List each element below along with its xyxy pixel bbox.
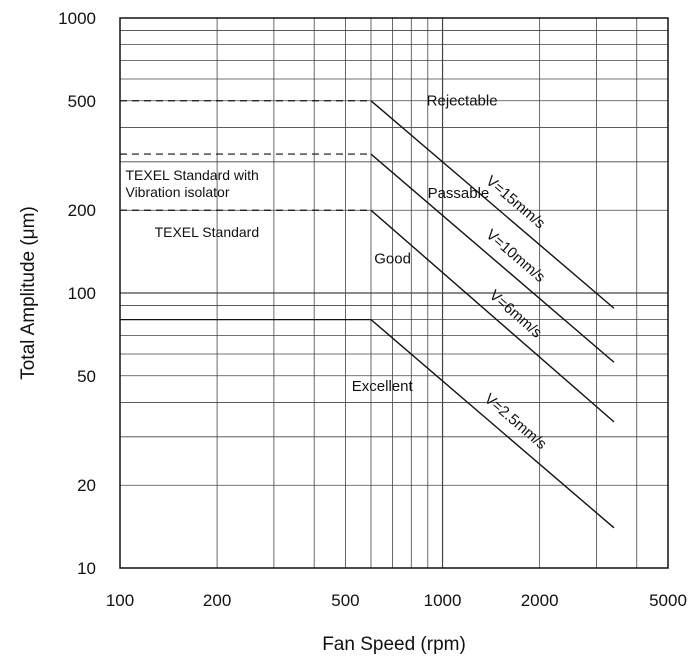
y-tick-label: 1000 xyxy=(58,9,96,28)
y-tick-label: 50 xyxy=(77,367,96,386)
standard-label: TEXEL Standard with xyxy=(125,167,258,183)
series-line xyxy=(370,209,615,423)
x-tick-label: 500 xyxy=(331,591,359,610)
zone-labels: Rejectable Passable Good Excellent xyxy=(352,93,498,395)
x-tick-label: 1000 xyxy=(424,591,462,610)
standard-label: Vibration isolator xyxy=(125,184,229,200)
series-line xyxy=(370,100,615,309)
reference-levels xyxy=(120,100,371,321)
x-tick-label: 200 xyxy=(203,591,231,610)
series-lines xyxy=(370,100,615,529)
y-tick-label: 200 xyxy=(68,201,96,220)
standard-label: TEXEL Standard xyxy=(155,224,260,240)
grid xyxy=(120,18,668,568)
x-axis-title: Fan Speed (rpm) xyxy=(322,634,466,655)
zone-label: Rejectable xyxy=(427,93,498,110)
zone-label: Good xyxy=(374,251,411,268)
y-tick-label: 10 xyxy=(77,559,96,578)
y-tick-label: 500 xyxy=(68,92,96,111)
zone-label: Excellent xyxy=(352,378,414,395)
y-tick-label: 100 xyxy=(68,284,96,303)
y-axis-title: Total Amplitude (μm) xyxy=(18,206,39,380)
series-line xyxy=(370,153,615,363)
x-tick-label: 5000 xyxy=(649,591,687,610)
x-tick-label: 100 xyxy=(106,591,134,610)
y-tick-label: 20 xyxy=(77,476,96,495)
series-line xyxy=(370,319,615,529)
x-tick-labels: 100 200 500 1000 2000 5000 xyxy=(106,591,687,610)
plot-frame xyxy=(119,17,669,569)
zone-label: Passable xyxy=(428,185,490,202)
y-tick-labels: 10 20 50 100 200 500 1000 xyxy=(58,9,96,578)
x-tick-label: 2000 xyxy=(521,591,559,610)
